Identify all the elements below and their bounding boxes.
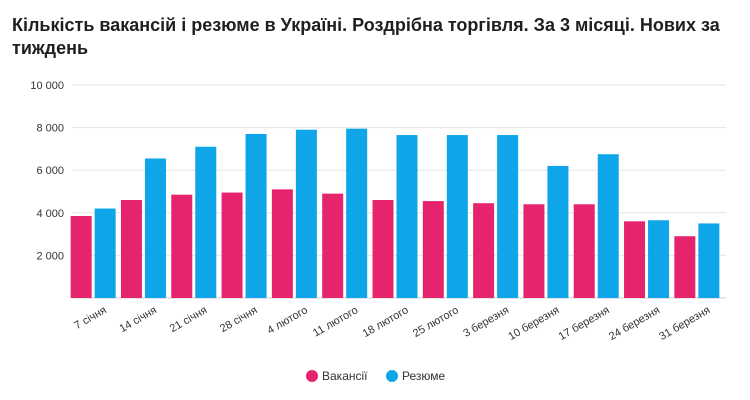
- bar-vacancies: [473, 203, 495, 298]
- bar-resumes: [497, 135, 519, 298]
- legend-marker: [306, 370, 318, 382]
- bar-vacancies: [70, 215, 92, 298]
- bar-vacancies: [120, 200, 142, 298]
- bar-vacancies: [523, 204, 545, 298]
- x-tick-label: 25 лютого: [411, 304, 461, 340]
- x-tick-label: 3 березня: [461, 304, 511, 340]
- y-tick-label: 2 000: [36, 250, 64, 262]
- bar-resumes: [698, 223, 720, 298]
- bar-vacancies: [422, 201, 444, 298]
- x-tick-label: 18 лютого: [361, 304, 411, 340]
- bar-resumes: [94, 208, 116, 298]
- y-tick-label: 4 000: [36, 208, 64, 220]
- x-tick-label: 14 січня: [117, 304, 159, 335]
- bar-resumes: [446, 135, 468, 298]
- bar-vacancies: [271, 189, 293, 298]
- x-tick-label: 24 березня: [607, 304, 662, 343]
- bar-resumes: [295, 129, 317, 298]
- legend-marker: [386, 370, 398, 382]
- x-tick-label: 28 січня: [218, 304, 260, 335]
- x-tick-label: 10 березня: [506, 304, 561, 343]
- x-tick-label: 7 січня: [72, 304, 108, 332]
- y-axis: 2 000 4 000 6 000 8 000 10 000: [30, 80, 64, 262]
- chart-title: Кількість вакансій і резюме в Україні. Р…: [12, 15, 720, 58]
- bar-vacancies: [674, 236, 696, 298]
- bar-vacancies: [624, 221, 646, 298]
- x-tick-label: 21 січня: [168, 304, 210, 335]
- bar-vacancies: [573, 204, 595, 298]
- y-tick-label: 10 000: [30, 80, 64, 92]
- bar-vacancies: [372, 200, 394, 298]
- bars: [70, 128, 720, 298]
- bar-vacancies: [322, 193, 344, 298]
- x-tick-label: 31 березня: [657, 304, 712, 343]
- bar-resumes: [245, 133, 267, 298]
- bar-vacancies: [171, 194, 193, 298]
- x-tick-label: 4 лютого: [265, 304, 310, 337]
- bar-resumes: [195, 146, 217, 298]
- legend: Вакансії Резюме: [306, 369, 446, 383]
- bar-resumes: [648, 220, 670, 298]
- bar-resumes: [396, 135, 418, 298]
- y-tick-label: 6 000: [36, 165, 64, 177]
- x-tick-label: 17 березня: [557, 304, 612, 343]
- x-axis: 7 січня 14 січня 21 січня 28 січня 4 лютого 1…: [72, 304, 712, 343]
- bar-resumes: [144, 158, 166, 298]
- legend-label: Резюме: [402, 369, 446, 383]
- y-tick-label: 8 000: [36, 123, 64, 135]
- bar-resumes: [346, 128, 368, 298]
- bar-resumes: [597, 154, 619, 298]
- x-tick-label: 11 лютого: [311, 304, 360, 339]
- legend-label: Вакансії: [322, 369, 368, 383]
- bar-resumes: [547, 165, 569, 298]
- bar-vacancies: [221, 192, 243, 298]
